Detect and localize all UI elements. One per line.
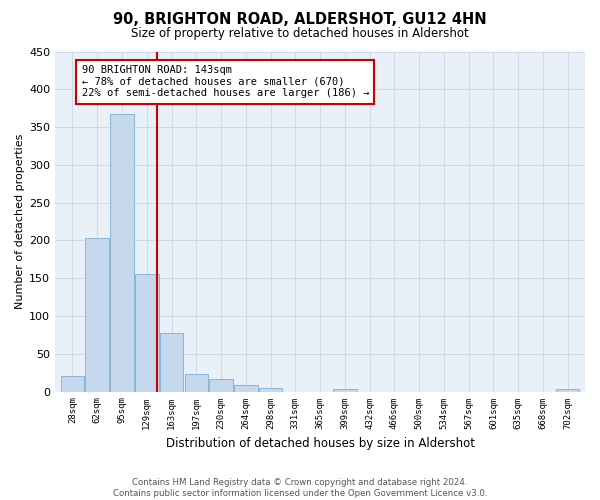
Bar [209,380,233,392]
Bar [259,388,283,392]
Bar [333,388,356,392]
Bar [61,376,84,392]
Bar [185,374,208,392]
Text: Contains HM Land Registry data © Crown copyright and database right 2024.
Contai: Contains HM Land Registry data © Crown c… [113,478,487,498]
Bar [556,388,580,392]
Text: Size of property relative to detached houses in Aldershot: Size of property relative to detached ho… [131,28,469,40]
Bar [110,114,134,392]
Bar [85,238,109,392]
Bar [135,274,158,392]
Bar [234,385,257,392]
Text: 90 BRIGHTON ROAD: 143sqm
← 78% of detached houses are smaller (670)
22% of semi-: 90 BRIGHTON ROAD: 143sqm ← 78% of detach… [82,65,369,98]
Y-axis label: Number of detached properties: Number of detached properties [15,134,25,309]
Bar [160,332,183,392]
X-axis label: Distribution of detached houses by size in Aldershot: Distribution of detached houses by size … [166,437,475,450]
Text: 90, BRIGHTON ROAD, ALDERSHOT, GU12 4HN: 90, BRIGHTON ROAD, ALDERSHOT, GU12 4HN [113,12,487,28]
